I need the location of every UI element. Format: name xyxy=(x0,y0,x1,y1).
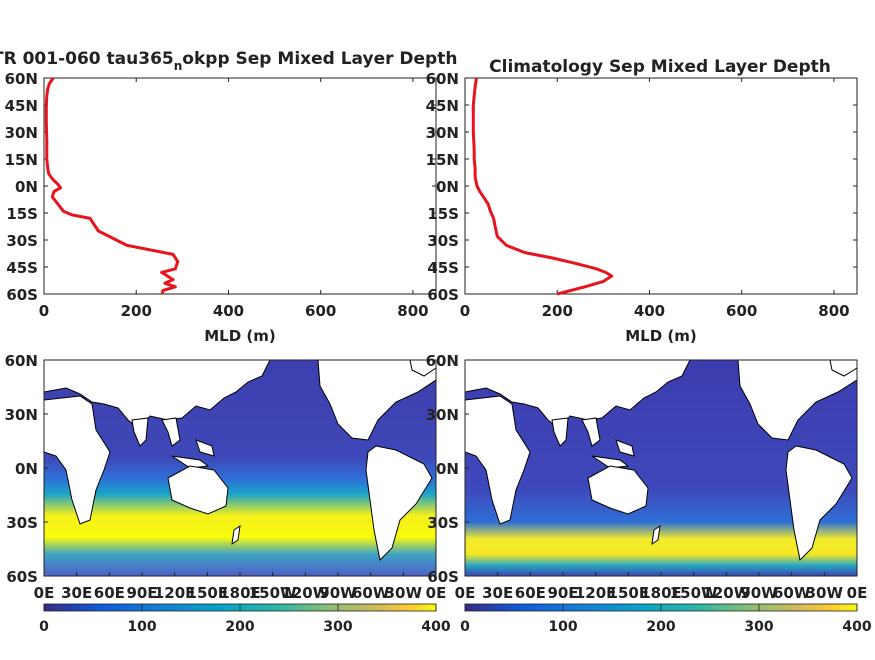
lon-tick-label: 30E xyxy=(61,584,92,602)
land-mask-climatology xyxy=(465,360,857,562)
plot-area-model xyxy=(43,77,437,295)
lat-tick-label: 0N xyxy=(436,460,459,478)
lon-tick-label: 0E xyxy=(847,584,868,602)
lat-tick-label: 30S xyxy=(6,514,38,532)
lon-tick-label: 180E xyxy=(219,584,261,602)
colorbar-tick-label: 200 xyxy=(646,619,675,635)
profile-panel-climatology: Climatology Sep Mixed Layer Depth 0 200 40… xyxy=(426,57,858,345)
lon-tick-label: 0E xyxy=(455,584,476,602)
colorbar-tick-label: 300 xyxy=(744,619,773,635)
colorbar-tick-label: 100 xyxy=(127,619,156,635)
x-tick-label: 600 xyxy=(305,302,336,320)
lon-tick-label: 150E xyxy=(608,584,650,602)
colorbar-tick-label: 0 xyxy=(39,619,49,635)
lon-tick-label: 30E xyxy=(482,584,513,602)
lat-tick-label: 60N xyxy=(5,352,38,370)
colorbar-tick-label: 200 xyxy=(225,619,254,635)
panel-title-model: TR 001-060 tau365nokpp Sep Mixed Layer D… xyxy=(0,49,457,73)
lon-tick-label: 60E xyxy=(515,584,546,602)
y-tick-label: 30N xyxy=(5,124,38,142)
lon-tick-label: 60W xyxy=(352,584,390,602)
colorbar-tick-label: 400 xyxy=(842,619,871,635)
land-mask-model xyxy=(44,360,436,562)
lon-tick-label: 90W xyxy=(740,584,778,602)
y-tick-label: 30N xyxy=(426,124,459,142)
x-tick-label: 0 xyxy=(39,302,49,320)
x-tick-label: 600 xyxy=(726,302,757,320)
colorbar-tick-label: 0 xyxy=(460,619,470,635)
lat-tick-label: 0N xyxy=(15,460,38,478)
lat-tick-label: 60S xyxy=(427,568,459,586)
lon-tick-label: 30W xyxy=(385,584,423,602)
y-tick-label: 60N xyxy=(426,70,459,88)
y-tick-label: 0N xyxy=(15,178,38,196)
lon-tick-label: 90E xyxy=(547,584,578,602)
y-tick-label: 30S xyxy=(427,232,459,250)
lon-tick-label: 120E xyxy=(575,584,617,602)
y-tick-label: 45S xyxy=(427,259,459,277)
lon-tick-label: 120W xyxy=(702,584,750,602)
colorbar-tick-label: 400 xyxy=(421,619,450,635)
lon-tick-label: 30W xyxy=(806,584,844,602)
y-tick-label: 45S xyxy=(6,259,38,277)
y-tick-label: 60N xyxy=(5,70,38,88)
x-tick-label: 400 xyxy=(213,302,244,320)
lat-tick-label: 30N xyxy=(5,406,38,424)
x-axis-label-model: MLD (m) xyxy=(204,327,276,345)
lon-tick-label: 60W xyxy=(773,584,811,602)
lat-tick-label: 30S xyxy=(427,514,459,532)
lon-tick-label: 90W xyxy=(319,584,357,602)
y-tick-label: 45N xyxy=(426,97,459,115)
lon-tick-label: 60E xyxy=(94,584,125,602)
mld-profile-line-model xyxy=(44,77,180,295)
y-tick-label: 15S xyxy=(427,205,459,223)
lon-tick-label: 120E xyxy=(154,584,196,602)
y-tick-label: 15N xyxy=(5,151,38,169)
x-tick-label: 400 xyxy=(634,302,665,320)
y-tick-label: 45N xyxy=(5,97,38,115)
y-tick-label: 60S xyxy=(427,286,459,304)
x-axis-label-climatology: MLD (m) xyxy=(625,327,697,345)
colorbar-tick-label: 100 xyxy=(548,619,577,635)
lon-tick-label: 150W xyxy=(249,584,297,602)
lon-tick-label: 180E xyxy=(640,584,682,602)
lon-tick-label: 0E xyxy=(34,584,55,602)
lat-tick-label: 60S xyxy=(6,568,38,586)
x-tick-label: 200 xyxy=(542,302,573,320)
y-tick-label: 15S xyxy=(6,205,38,223)
colorbar-tick-label: 300 xyxy=(323,619,352,635)
lat-tick-label: 60N xyxy=(426,352,459,370)
panel-title-climatology: Climatology Sep Mixed Layer Depth xyxy=(489,57,831,77)
map-panel-model: 0E 30E 60E 90E120E150E180E150W120W90W60W30W… xyxy=(5,352,451,635)
y-tick-label: 15N xyxy=(426,151,459,169)
lon-tick-label: 150E xyxy=(187,584,229,602)
x-tick-label: 800 xyxy=(397,302,428,320)
map-panel-climatology: 0E 30E 60E 90E120E150E180E150W120W90W60W30W… xyxy=(426,352,872,635)
plot-area-climatology xyxy=(464,77,858,295)
lon-tick-label: 150W xyxy=(670,584,718,602)
lon-tick-label: 0E xyxy=(426,584,447,602)
lon-tick-label: 120W xyxy=(281,584,329,602)
profile-panel-model: TR 001-060 tau365nokpp Sep Mixed Layer D… xyxy=(0,49,457,345)
x-tick-label: 0 xyxy=(460,302,470,320)
x-tick-label: 200 xyxy=(121,302,152,320)
lon-tick-label: 90E xyxy=(126,584,157,602)
x-tick-label: 800 xyxy=(818,302,849,320)
y-tick-label: 30S xyxy=(6,232,38,250)
lat-tick-label: 30N xyxy=(426,406,459,424)
mld-profile-line-climatology xyxy=(471,77,614,296)
y-tick-label: 0N xyxy=(436,178,459,196)
y-tick-label: 60S xyxy=(6,286,38,304)
